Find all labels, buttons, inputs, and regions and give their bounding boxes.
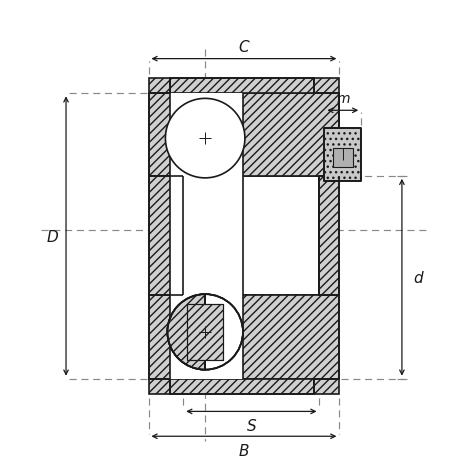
Bar [148,379,170,394]
Bar [332,148,352,168]
Bar [319,177,339,296]
Bar [324,129,360,181]
Circle shape [165,99,244,179]
Bar [170,177,242,296]
Bar [314,79,339,94]
Bar [170,296,242,379]
Bar [314,379,339,394]
Text: d: d [412,270,422,285]
Bar [187,304,223,360]
Text: C: C [238,40,249,55]
Bar [148,296,339,379]
Text: B: B [238,442,249,458]
Bar [148,177,183,296]
Bar [148,94,339,379]
Circle shape [167,295,242,370]
Bar [148,79,170,94]
Bar [148,94,339,177]
Bar [183,177,319,296]
Bar [187,304,223,360]
Bar [170,94,242,177]
Text: S: S [246,418,256,433]
Text: m: m [336,92,349,106]
Text: D: D [46,229,58,244]
Polygon shape [167,295,205,370]
Bar [170,79,314,94]
Bar [170,379,314,394]
